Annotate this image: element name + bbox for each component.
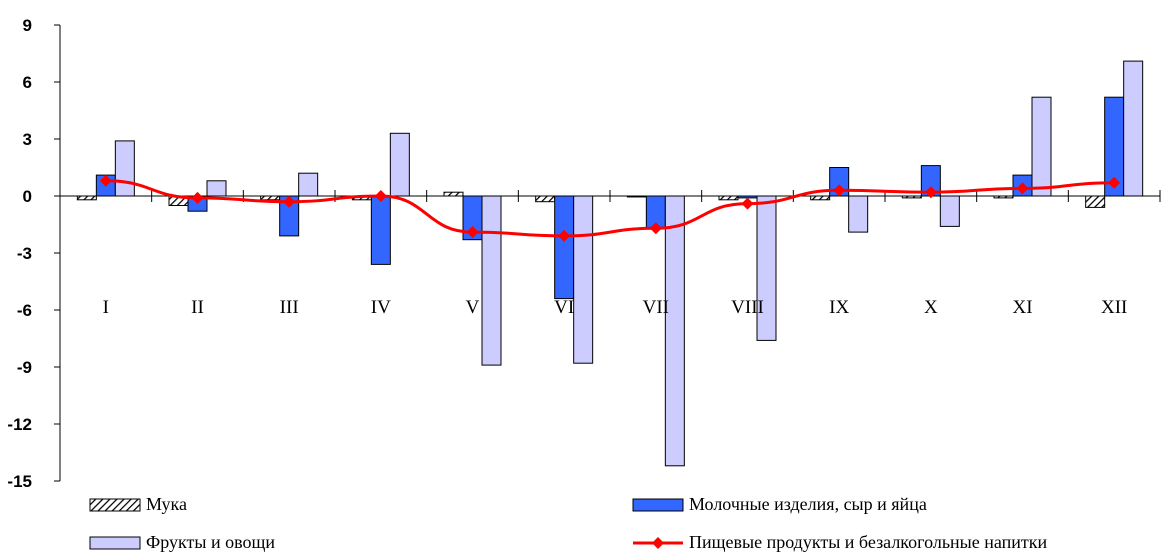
- bar-3-IV: [389, 132, 410, 197]
- category-label: V: [466, 297, 480, 318]
- line-point-VII: [649, 222, 662, 235]
- bar-1-VIII: [718, 195, 739, 201]
- bar-3-VIII: [756, 195, 777, 341]
- line-point-IV: [374, 190, 387, 202]
- line-point-IX: [833, 184, 846, 197]
- category-label: IX: [829, 297, 849, 318]
- bar-3-VII: [664, 195, 685, 467]
- bar-2-VI: [554, 195, 575, 300]
- bar-3-II: [206, 180, 227, 197]
- legend-swatch: [89, 498, 141, 512]
- line-series: [99, 174, 1121, 242]
- bar-1-I: [76, 195, 97, 201]
- category-label: VIII: [731, 297, 764, 318]
- category-label: IV: [371, 297, 391, 318]
- y-axis-ticks: 9 6 3 0 -3 -6 -9 -12 -15: [7, 16, 60, 491]
- bars: [76, 60, 1144, 467]
- line-point-XII: [1108, 176, 1121, 189]
- line-series-path: [105, 179, 1115, 238]
- category-label: III: [280, 297, 299, 318]
- category-labels: I II III IV V VI VII VIII IX X XI XII: [103, 297, 1128, 318]
- y-tick-label: -6: [17, 301, 32, 320]
- category-label: I: [103, 297, 109, 318]
- y-tick-label: -3: [17, 244, 32, 263]
- legend-swatch: [89, 536, 141, 550]
- bar-3-X: [939, 195, 960, 227]
- bar-1-IX: [810, 195, 831, 201]
- line-point-X: [924, 186, 937, 199]
- line-point-I: [99, 174, 112, 187]
- legend-label: Фрукты и овощи: [146, 532, 275, 552]
- axes: [59, 25, 1161, 481]
- y-tick-label: 0: [23, 187, 32, 206]
- bar-2-IV: [370, 195, 391, 265]
- category-label: VI: [554, 297, 574, 318]
- y-tick-label: -15: [7, 472, 32, 491]
- bar-3-XI: [1031, 96, 1052, 197]
- line-point-XI: [1016, 182, 1029, 195]
- legend-label: Мука: [146, 494, 187, 514]
- category-label: X: [924, 297, 938, 318]
- line-point-III: [283, 195, 296, 208]
- bar-3-I: [114, 140, 135, 197]
- legend-swatch: [632, 498, 684, 512]
- legend: Мука Молочные изделия, сыр и яйца Фрукты и…: [89, 494, 1048, 552]
- bar-3-V: [481, 195, 502, 366]
- category-label: XI: [1012, 297, 1032, 318]
- y-tick-label: 3: [23, 130, 32, 149]
- bar-1-III: [260, 195, 281, 201]
- legend-label: Пищевые продукты и безалкогольные напитк…: [689, 532, 1048, 552]
- bar-3-VI: [573, 195, 594, 364]
- bar-3-III: [298, 172, 319, 197]
- line-point-VI: [558, 229, 571, 242]
- y-tick-label: -12: [7, 415, 32, 434]
- line-point-II: [191, 191, 204, 204]
- category-label: VII: [643, 297, 669, 318]
- line-point-V: [466, 226, 479, 239]
- bar-1-VI: [535, 195, 556, 203]
- bar-3-XII: [1123, 60, 1144, 197]
- y-tick-label: 6: [23, 73, 32, 92]
- legend-marker: [652, 537, 664, 549]
- bar-1-V: [443, 191, 464, 197]
- bar-1-XII: [1085, 195, 1106, 208]
- category-label: II: [191, 297, 204, 318]
- y-tick-label: 9: [23, 16, 32, 35]
- y-tick-label: -9: [17, 358, 32, 377]
- legend-label: Молочные изделия, сыр и яйца: [689, 494, 927, 514]
- bar-3-IX: [848, 195, 869, 233]
- category-label: XII: [1101, 297, 1127, 318]
- line-point-VIII: [741, 197, 754, 210]
